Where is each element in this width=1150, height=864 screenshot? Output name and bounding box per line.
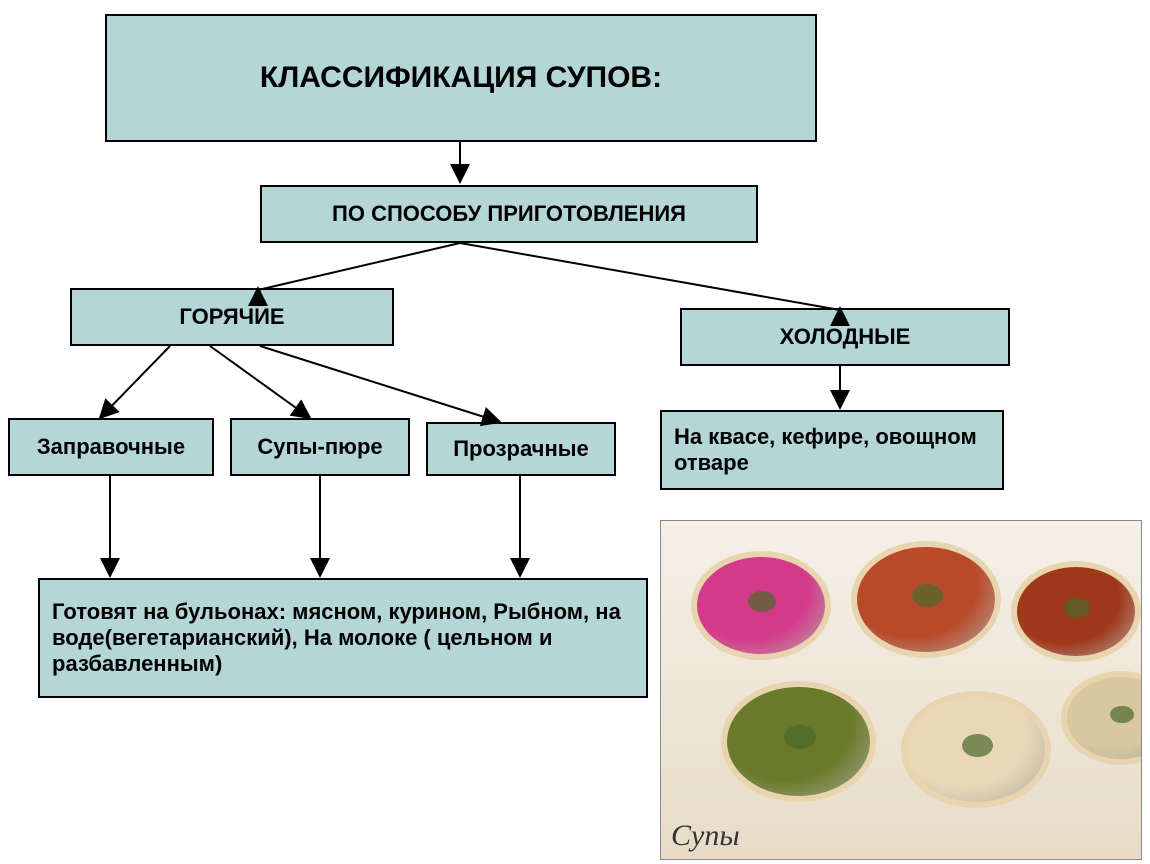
soup-label: Супы — [671, 819, 740, 853]
hot-child-2: Прозрачные — [426, 422, 616, 476]
hot-child-1: Супы-пюре — [230, 418, 410, 476]
cold-box: ХОЛОДНЫЕ — [680, 308, 1010, 366]
soup-bowl — [901, 691, 1051, 808]
soup-image: Супы — [660, 520, 1142, 860]
cold-child-box: На квасе, кефире, овощном отваре — [660, 410, 1004, 490]
soup-bowl — [1011, 561, 1141, 662]
hot-box: ГОРЯЧИЕ — [70, 288, 394, 346]
soup-bowl — [721, 681, 876, 802]
hot-child-0: Заправочные — [8, 418, 214, 476]
broth-box: Готовят на бульонах: мясном, курином, Ры… — [38, 578, 648, 698]
level1-box: ПО СПОСОБУ ПРИГОТОВЛЕНИЯ — [260, 185, 758, 243]
soup-bowl — [691, 551, 831, 660]
soup-bowl — [851, 541, 1001, 658]
title-box: КЛАССИФИКАЦИЯ СУПОВ: — [105, 14, 817, 142]
